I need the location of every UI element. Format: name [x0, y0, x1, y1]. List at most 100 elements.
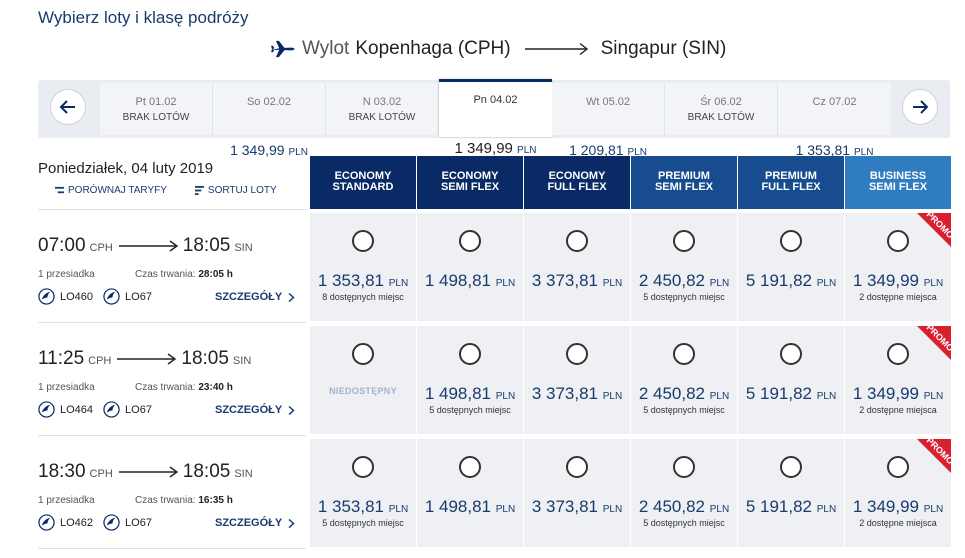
date-tab-7[interactable]: Cz 07.02 1 353,81 PLN: [778, 83, 891, 158]
long-arrow-right-icon: [524, 42, 588, 56]
fare-price: 1 498,81 PLN: [424, 384, 516, 403]
arrival-time: 18:05: [181, 348, 229, 369]
fare-price: 5 191,82 PLN: [745, 497, 837, 516]
long-arrow-right-icon: [118, 240, 178, 252]
fare-radio[interactable]: [566, 343, 588, 365]
flight-number: LO464: [60, 403, 94, 416]
fare-cell-premium-semi-flex[interactable]: 2 450,82 PLN 5 dostępnych miejsc: [631, 326, 737, 434]
route-destination: Singapur (SIN): [600, 38, 727, 59]
sort-flights-link[interactable]: SORTUJ LOTY: [194, 185, 277, 196]
fare-radio[interactable]: [887, 230, 909, 252]
fare-radio[interactable]: [780, 456, 802, 478]
route-prefix: Wylot: [302, 38, 350, 59]
fare-radio[interactable]: [673, 343, 695, 365]
fare-cell-premium-full-flex[interactable]: 5 191,82 PLN: [738, 439, 844, 547]
fare-radio[interactable]: [352, 230, 374, 252]
fare-price: 1 349,99 PLN: [852, 384, 944, 403]
fare-cell-economy-full-flex[interactable]: 3 373,81 PLN: [524, 213, 630, 321]
promo-badge: PROMO: [917, 326, 951, 360]
fare-cell-economy-standard[interactable]: NIEDOSTĘPNY: [310, 326, 416, 434]
fare-cell-economy-full-flex[interactable]: 3 373,81 PLN: [524, 439, 630, 547]
flight-details-link[interactable]: SZCZEGÓŁY: [215, 404, 295, 416]
seats-left: 5 dostępnych miejsc: [643, 518, 725, 528]
fare-radio[interactable]: [352, 456, 374, 478]
date-tab-6[interactable]: Śr 06.02 BRAK LOTÓW: [665, 83, 778, 135]
fare-cell-business-semi-flex[interactable]: PROMO 1 349,99 PLN 2 dostępne miejsca: [845, 326, 951, 434]
fare-price: 5 191,82 PLN: [745, 271, 837, 290]
compare-icon: [55, 186, 64, 194]
date-tab-3[interactable]: N 03.02 BRAK LOTÓW: [326, 83, 439, 135]
fare-cell-economy-standard[interactable]: 1 353,81 PLN 8 dostępnych miejsc: [310, 213, 416, 321]
previous-dates-button[interactable]: [50, 89, 86, 125]
fare-cell-premium-full-flex[interactable]: 5 191,82 PLN: [738, 213, 844, 321]
fare-price: 2 450,82 PLN: [638, 384, 730, 403]
fare-cell-premium-full-flex[interactable]: 5 191,82 PLN: [738, 326, 844, 434]
details-label: SZCZEGÓŁY: [215, 517, 283, 529]
fare-cell-premium-semi-flex[interactable]: 2 450,82 PLN 5 dostępnych miejsc: [631, 439, 737, 547]
long-arrow-right-icon: [118, 466, 178, 478]
fare-cell-premium-semi-flex[interactable]: 2 450,82 PLN 5 dostępnych miejsc: [631, 213, 737, 321]
arrival-airport: SIN: [234, 242, 253, 254]
date-tab-1[interactable]: Pt 01.02 BRAK LOTÓW: [100, 83, 213, 135]
details-label: SZCZEGÓŁY: [215, 404, 283, 416]
lot-crane-logo-icon: [103, 288, 120, 305]
flight-duration: Czas trwania: 16:35 h: [135, 495, 233, 506]
departure-time: 07:00: [38, 235, 86, 256]
arrival-airport: SIN: [234, 468, 253, 480]
fare-radio[interactable]: [673, 456, 695, 478]
fare-cell-economy-full-flex[interactable]: 3 373,81 PLN: [524, 326, 630, 434]
date-tab-label: Cz 07.02: [812, 96, 857, 108]
flight-duration: Czas trwania: 28:05 h: [135, 269, 233, 280]
route-origin: Kopenhaga (CPH): [355, 38, 511, 59]
fare-radio[interactable]: [673, 230, 695, 252]
fare-radio[interactable]: [887, 456, 909, 478]
fare-cell-economy-standard[interactable]: 1 353,81 PLN 5 dostępnych miejsc: [310, 439, 416, 547]
flight-number: LO67: [125, 290, 152, 303]
date-tab-price: 1 209,81 PLN: [569, 142, 647, 158]
fare-radio[interactable]: [459, 456, 481, 478]
fare-radio[interactable]: [459, 343, 481, 365]
fare-radio[interactable]: [780, 343, 802, 365]
fare-cell-economy-semi-flex[interactable]: 1 498,81 PLN: [417, 439, 523, 547]
date-tab-2[interactable]: So 02.02 1 349,99 PLN: [213, 83, 326, 158]
fare-radio[interactable]: [566, 456, 588, 478]
airplane-icon: [271, 40, 295, 58]
flight-numbers: LO462 LO67: [38, 514, 162, 531]
flight-details-link[interactable]: SZCZEGÓŁY: [215, 291, 295, 303]
date-tab-label: N 03.02: [362, 96, 402, 108]
fare-cell-economy-semi-flex[interactable]: 1 498,81 PLN: [417, 213, 523, 321]
fare-header-economy-semi-flex: ECONOMY SEMI FLEX: [417, 156, 523, 209]
flight-times: 18:30 CPH 18:05 SIN: [38, 461, 253, 483]
fare-radio[interactable]: [459, 230, 481, 252]
date-tab-label: Pt 01.02: [135, 96, 177, 108]
fare-price: 2 450,82 PLN: [638, 497, 730, 516]
seats-left: 5 dostępnych miejsc: [429, 405, 511, 415]
flight-details-link[interactable]: SZCZEGÓŁY: [215, 517, 295, 529]
compare-fares-link[interactable]: PORÓWNAJ TARYFY: [55, 185, 167, 196]
fare-radio[interactable]: [566, 230, 588, 252]
fare-radio[interactable]: [887, 343, 909, 365]
date-tab-selected[interactable]: Pn 04.02 1 349,99 PLN: [439, 79, 552, 156]
fare-radio[interactable]: [352, 343, 374, 365]
arrow-left-icon: [59, 100, 75, 114]
fare-unavailable: NIEDOSTĘPNY: [329, 386, 397, 396]
date-tab-price: 1 349,99 PLN: [454, 140, 537, 157]
fare-cell-economy-semi-flex[interactable]: 1 498,81 PLN 5 dostępnych miejsc: [417, 326, 523, 434]
fare-radio[interactable]: [780, 230, 802, 252]
seats-left: 5 dostępnych miejsc: [643, 292, 725, 302]
fare-price: 2 450,82 PLN: [638, 271, 730, 290]
fare-cell-business-semi-flex[interactable]: PROMO 1 349,99 PLN 2 dostępne miejsca: [845, 213, 951, 321]
flight-number: LO67: [125, 516, 152, 529]
next-dates-button[interactable]: [902, 89, 938, 125]
lot-crane-logo-icon: [38, 401, 55, 418]
departure-airport: CPH: [88, 355, 112, 367]
fare-cell-business-semi-flex[interactable]: PROMO 1 349,99 PLN 2 dostępne miejsca: [845, 439, 951, 547]
selected-date-title: Poniedziałek, 04 luty 2019: [38, 160, 214, 177]
stops-count: 1 przesiadka: [38, 382, 95, 393]
row-divider: [38, 209, 306, 210]
fare-price: 1 349,99 PLN: [852, 497, 944, 516]
fare-header-economy-full-flex: ECONOMY FULL FLEX: [524, 156, 630, 209]
fare-price: 3 373,81 PLN: [531, 271, 623, 290]
fare-header-business-semi-flex: BUSINESS SEMI FLEX: [845, 156, 951, 209]
date-tab-5[interactable]: Wt 05.02 1 209,81 PLN: [552, 83, 665, 158]
